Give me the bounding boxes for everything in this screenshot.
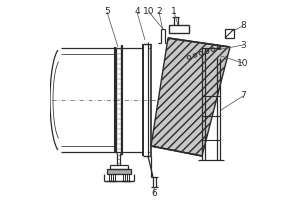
- Bar: [169, 25, 189, 33]
- Text: 6: 6: [151, 190, 157, 198]
- Text: 8: 8: [240, 21, 246, 30]
- Text: 1: 1: [171, 7, 177, 17]
- Text: 5: 5: [104, 7, 110, 17]
- Text: 10: 10: [143, 7, 155, 17]
- Text: 10: 10: [237, 58, 249, 68]
- Text: 3: 3: [240, 40, 246, 49]
- Text: 7: 7: [240, 92, 246, 100]
- Polygon shape: [151, 38, 230, 156]
- Text: 2: 2: [156, 7, 162, 17]
- Bar: [225, 29, 234, 38]
- Text: 4: 4: [134, 7, 140, 17]
- Bar: [107, 169, 131, 174]
